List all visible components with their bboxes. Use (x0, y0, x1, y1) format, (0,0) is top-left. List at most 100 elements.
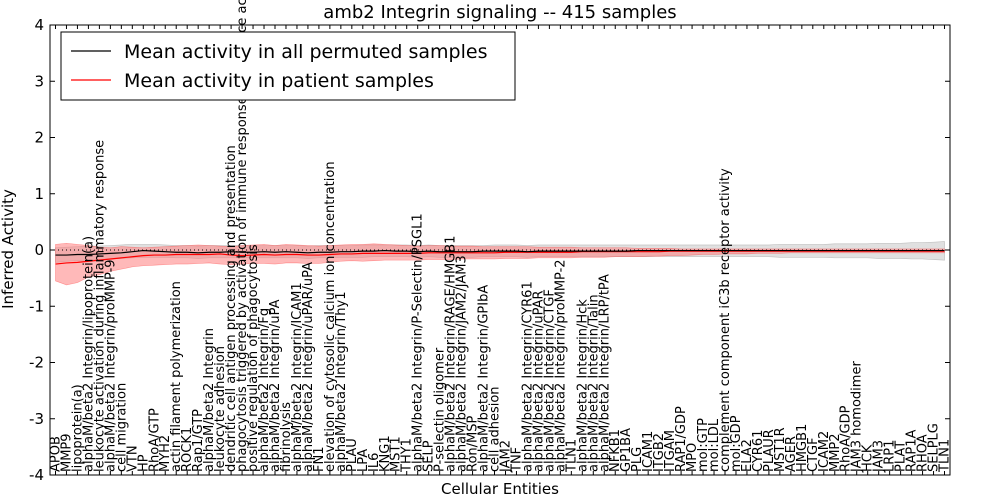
x-category-label: MMP9 (59, 433, 74, 472)
y-tick-label: -4 (29, 466, 44, 484)
x-category-label: JAM3 homodimer (850, 361, 865, 473)
x-category-label: MST1R (773, 427, 788, 472)
x-category-label: alphaM/beta2 Integrin/GPIbA (477, 285, 492, 472)
x-category-label: ITGAM (663, 430, 678, 472)
y-tick-label: -2 (29, 354, 44, 372)
x-category-label: LPA (356, 449, 371, 472)
x-category-label: RhoA/GDP (839, 405, 854, 472)
x-category-label: Rap1/GTP (191, 409, 206, 472)
x-category-label: MMP2 (828, 433, 843, 472)
x-category-label: alphaM/beta2 Integrin/uPAR/uPA (301, 262, 316, 472)
x-category-label: RAP1/GDP (674, 406, 689, 472)
x-category-label: cell migration (114, 383, 129, 472)
x-category-label: JAM3 (872, 440, 887, 473)
x-category-label: SELPLG (927, 423, 942, 472)
x-category-label: APOB (48, 436, 63, 472)
x-category-label: alphaM/beta2 Integrin/ICAM1 (290, 282, 305, 472)
x-category-label: HP (136, 454, 151, 472)
x-category-label: MST1 (389, 436, 404, 472)
x-category-label: alphaM/beta2 Integrin/proMMP-9 (103, 259, 118, 472)
x-category-label: cell adhesion (488, 386, 503, 472)
x-category-label: alphaM/beta2 Integrin/LRP/tPA (597, 274, 612, 472)
x-category-label: PLAU (345, 438, 360, 472)
x-category-label: AGER (784, 436, 799, 472)
x-category-label: leukocyte adhesion (213, 346, 228, 472)
x-category-label: alphaM/beta2 Integrin/Fg (257, 308, 272, 472)
y-tick-label: 4 (34, 16, 44, 34)
x-category-label: ELA2 (740, 439, 755, 472)
x-category-label: FN1 (312, 447, 327, 472)
x-category-label: JAM2 (498, 440, 513, 473)
x-category-label: ROCK1 (180, 427, 195, 472)
y-tick-label: -1 (29, 297, 44, 315)
x-category-label: mol:LDL (707, 418, 722, 472)
x-category-label: IL6 (367, 453, 382, 472)
y-tick-label: 3 (34, 72, 44, 90)
series-layer (50, 241, 950, 286)
chart-title: amb2 Integrin signaling -- 415 samples (323, 2, 676, 23)
legend-label-patient: Mean activity in patient samples (124, 70, 434, 92)
x-category-label: HCK (861, 444, 876, 472)
x-category-label: ICAM1 (641, 431, 656, 472)
x-category-label: alphaM/beta2 Integrin/lipoprotein(a) (81, 236, 96, 472)
y-tick-label: 1 (34, 185, 44, 203)
x-category-label: NFKB1 (608, 429, 623, 472)
y-tick-label: 2 (34, 129, 44, 147)
x-category-label: MPO (685, 443, 700, 472)
x-category-label: mol:GTP (696, 418, 711, 472)
x-category-label: THY1 (400, 438, 415, 473)
legend: Mean activity in all permuted samples Mea… (60, 31, 516, 101)
x-category-label: alphaM/beta2 Integrin/uPAR (531, 290, 546, 472)
x-category-label: elevation of cytosolic calcium ion conce… (323, 161, 338, 472)
x-category-label: lipoprotein(a) (70, 384, 85, 472)
x-category-label: alphaM/beta2 Integrin/P-Selectin/PSGL1 (411, 213, 426, 472)
x-category-label: RHOA (916, 434, 931, 472)
x-category-label: VTN (125, 445, 140, 472)
x-category-label: alphaM/beta2 Integrin/uPA (268, 299, 283, 472)
x-category-label: alphaM/beta2 Integrin/CTGF (542, 289, 557, 472)
x-category-label: CTGF (806, 437, 821, 472)
x-category-label: complement component iC3b receptor activ… (718, 168, 733, 472)
plot-area: -4-3-2-101234APOBMMP9lipoprotein(a)alpha… (29, 0, 952, 484)
permuted-mean-line (55, 249, 945, 256)
x-category-label: actin filament polymerization (169, 281, 184, 472)
x-category-label: TLN1 (564, 439, 579, 473)
x-category-label: mol:GDP (729, 415, 744, 472)
x-category-label: positive regulation of phagocytosis (246, 244, 261, 472)
legend-label-permuted: Mean activity in all permuted samples (124, 41, 487, 63)
x-category-label: alphaM/beta2 Integrin/Thy1 (334, 292, 349, 473)
x-category-label: PLAUR (762, 429, 777, 472)
x-category-label: phagocytosis triggered by activation of … (235, 0, 250, 472)
x-category-label: alphaM/beta2 Integrin/Talin (586, 294, 601, 472)
x-category-label: alphaM/beta2 Integrin/Hck (575, 299, 590, 472)
x-category-label: RAP1A (905, 429, 920, 472)
legend-box (60, 31, 516, 101)
x-category-label: CYR61 (751, 430, 766, 472)
y-axis-title: Inferred Activity (0, 189, 17, 309)
x-category-label: dendritic cell antigen processing and pr… (224, 145, 239, 472)
x-category-label: alphaM/beta2 Integrin/JAM2/JAM3 (455, 255, 470, 472)
x-category-label: GP1BA (619, 428, 634, 472)
x-category-label: alphaM/beta2 Integrin/proMMP-2 (553, 259, 568, 472)
x-category-label: alphaM/beta2 Integrin/CYR61 (520, 281, 535, 472)
x-category-label: PLG (630, 447, 645, 472)
patient-band (55, 242, 945, 286)
x-category-label: PLAT (894, 441, 909, 472)
x-category-label: TLN1 (938, 439, 953, 473)
x-category-label: fibrinolysis (279, 402, 294, 472)
x-category-label: SELP (422, 440, 437, 472)
x-category-label: P-selectin oligomer (433, 347, 448, 472)
x-category-label: leukocyte activation during inflammatory… (92, 140, 107, 472)
x-category-label: alphaM/beta2 Integrin/RAGE/HMGB1 (444, 236, 459, 472)
x-category-label: HMGB1 (795, 424, 810, 472)
x-category-label: TNF (509, 447, 524, 473)
x-category-label: RhoA/GTP (147, 408, 162, 472)
x-category-label: ITGB2 (652, 433, 667, 472)
x-category-label: ICAM2 (817, 431, 832, 472)
x-category-label: alphaM/beta2 Integrin (202, 328, 217, 472)
y-tick-label: -3 (29, 410, 44, 428)
x-category-label: Ron/MSP (466, 416, 481, 472)
x-category-label: KNG1 (378, 435, 393, 472)
y-tick-label: 0 (34, 241, 44, 259)
